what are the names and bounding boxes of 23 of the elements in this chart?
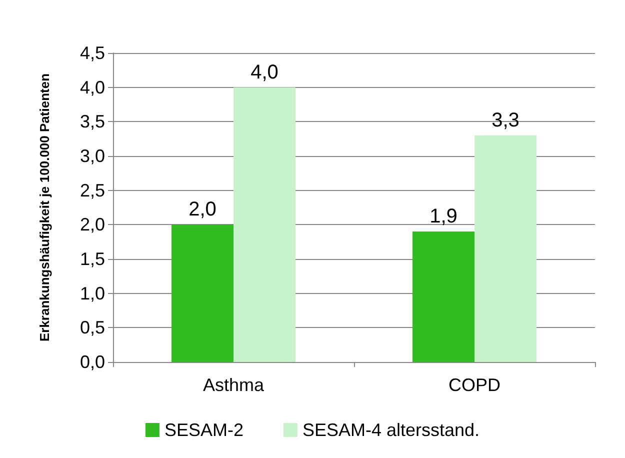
y-tick-label: 0,0 xyxy=(80,352,105,372)
bar xyxy=(412,232,474,362)
y-tick-label: 2,0 xyxy=(80,214,105,235)
bar xyxy=(234,87,296,362)
bar xyxy=(172,224,234,362)
data-label: 1,9 xyxy=(430,206,458,228)
data-label: 3,3 xyxy=(492,109,520,132)
y-tick-label: 3,5 xyxy=(80,112,105,132)
x-tick-label: Asthma xyxy=(202,375,265,395)
y-tick-label: 0,5 xyxy=(80,318,105,338)
data-label: 2,0 xyxy=(188,198,216,221)
y-tick-label: 4,5 xyxy=(80,43,105,63)
y-tick-label: 4,0 xyxy=(80,77,105,98)
y-tick-label: 3,0 xyxy=(80,146,105,166)
bar xyxy=(474,135,536,362)
y-tick-label: 1,0 xyxy=(80,283,105,304)
data-label: 4,0 xyxy=(250,61,278,84)
x-tick-label: COPD xyxy=(448,375,501,395)
y-tick-label: 1,5 xyxy=(80,249,105,269)
legend-label: SESAM-2 xyxy=(164,420,244,440)
legend-label: SESAM-4 altersstand. xyxy=(302,420,480,440)
y-axis-title: Erkrankungshäufigkeit je 100.000 Patienten xyxy=(37,73,52,342)
y-tick-label: 2,5 xyxy=(80,180,105,200)
